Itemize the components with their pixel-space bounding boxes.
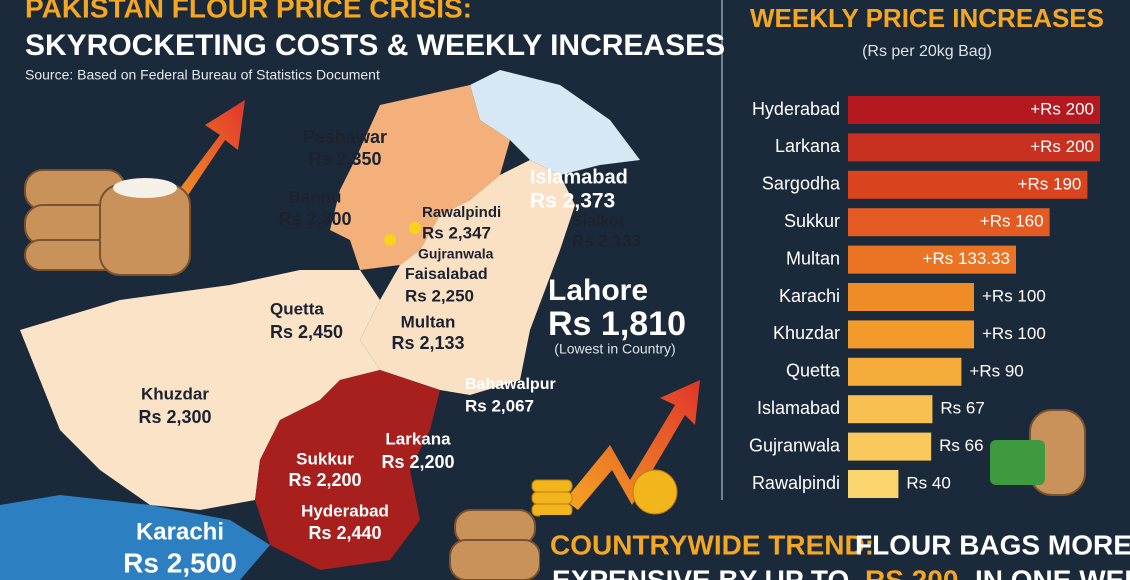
region-gb: [470, 70, 640, 175]
city-name: Bahawalpur: [465, 376, 556, 393]
city-name: Faisalabad: [405, 266, 488, 283]
page-subtitle: SKYROCKETING COSTS & WEEKLY INCREASES: [25, 29, 725, 62]
bar: [848, 133, 1100, 162]
city-price: Rs 2,250: [405, 286, 474, 305]
category-label: Rawalpindi: [752, 473, 840, 493]
city-name: Multan: [401, 312, 456, 331]
city-name: Peshawar: [303, 127, 387, 147]
region-punjab: [360, 160, 575, 395]
category-label: Islamabad: [757, 398, 840, 418]
page-title: PAKISTAN FLOUR PRICE CRISIS:: [25, 0, 472, 23]
region-kp: [330, 85, 510, 270]
value-label: +Rs 160: [980, 212, 1044, 231]
bar: [848, 357, 962, 386]
value-label: +Rs 90: [969, 361, 1023, 380]
category-label: Gujranwala: [749, 435, 841, 455]
chart-title: WEEKLY PRICE INCREASES: [750, 3, 1104, 33]
region-balochistan: [20, 270, 380, 510]
sack-icons: [24, 169, 1086, 580]
source-note: Source: Based on Federal Bureau of Stati…: [25, 67, 380, 83]
city-price: Rs 2,067: [465, 396, 534, 415]
city-price: Rs 2,300: [278, 209, 351, 229]
city-price: Rs 2,133: [391, 333, 464, 353]
value-label: +Rs 133.33: [923, 249, 1010, 268]
region-sindh: [255, 370, 440, 570]
bar: [848, 320, 974, 349]
footer-lead: COUNTRYWIDE TREND:: [550, 529, 874, 560]
value-label: +Rs 200: [1030, 99, 1094, 118]
category-label: Larkana: [775, 136, 841, 156]
category-label: Quetta: [786, 361, 841, 381]
bar: [848, 245, 1016, 274]
city-price: Rs 2,440: [308, 523, 381, 543]
city-note: (Lowest in Country): [554, 341, 675, 357]
city-price: Rs 2,200: [381, 452, 454, 472]
value-label: Rs 40: [906, 473, 950, 492]
city-name: Sialkot: [572, 213, 625, 230]
footer-line1: FLOUR BAGS MORE: [855, 529, 1130, 560]
footer-highlight: RS 200: [865, 564, 958, 580]
arrow-icon: [565, 380, 700, 510]
city-name: Khuzdar: [141, 384, 209, 403]
category-label: Hyderabad: [752, 99, 840, 119]
value-label: +Rs 100: [982, 324, 1046, 343]
city-name: Lahore: [548, 274, 648, 307]
value-label: Rs 67: [940, 399, 984, 418]
bar: [848, 170, 1088, 199]
money-icon: [990, 440, 1045, 485]
chart-subtitle: (Rs per 20kg Bag): [862, 43, 992, 60]
footer-tail: IN ONE WEEK: [975, 564, 1130, 580]
city-price: Rs 2,450: [270, 322, 343, 342]
value-label: Rs 66: [939, 436, 983, 455]
city-name: Rawalpindi: [422, 204, 501, 221]
city-price: Rs 2,300: [138, 407, 211, 427]
city-price: Rs 2,200: [288, 470, 361, 490]
category-label: Multan: [786, 248, 840, 268]
city-name: Hyderabad: [301, 501, 389, 520]
city-price: Rs 1,810: [548, 305, 686, 343]
category-label: Karachi: [779, 286, 840, 306]
bar: [848, 470, 899, 498]
city-name: Quetta: [270, 299, 324, 318]
city-name: Larkana: [385, 429, 451, 448]
bar: [848, 208, 1050, 237]
value-label: +Rs 190: [1018, 174, 1082, 193]
city-price: Rs 2,500: [123, 547, 237, 578]
city-name: Sukkur: [296, 449, 354, 468]
value-label: +Rs 200: [1030, 137, 1094, 156]
city-name: Karachi: [136, 518, 224, 545]
city-name: Islamabad: [530, 166, 628, 188]
footer-panel: [540, 515, 1130, 580]
city-price: Rs 2,350: [308, 149, 381, 169]
city-price: Rs 2,133: [572, 231, 641, 250]
value-label: +Rs 100: [982, 286, 1046, 305]
map: [0, 70, 640, 580]
city-price: Rs 2,347: [422, 223, 491, 242]
city-dot: [384, 234, 396, 246]
category-label: Khuzdar: [773, 323, 840, 343]
category-label: Sargodha: [762, 174, 841, 194]
category-label: Sukkur: [784, 211, 840, 231]
city-name: Bannu: [289, 187, 342, 206]
sea: [0, 495, 270, 580]
bar: [848, 283, 974, 311]
bar: [848, 395, 933, 424]
bar: [848, 432, 932, 461]
flour-icon: [113, 178, 177, 198]
bar: [848, 96, 1100, 124]
coins-icon: [531, 469, 678, 517]
city-dot: [409, 222, 421, 234]
footer-line2: EXPENSIVE BY UP TO: [552, 564, 849, 580]
city-name: Gujranwala: [418, 246, 494, 262]
city-price: Rs 2,373: [530, 190, 615, 213]
